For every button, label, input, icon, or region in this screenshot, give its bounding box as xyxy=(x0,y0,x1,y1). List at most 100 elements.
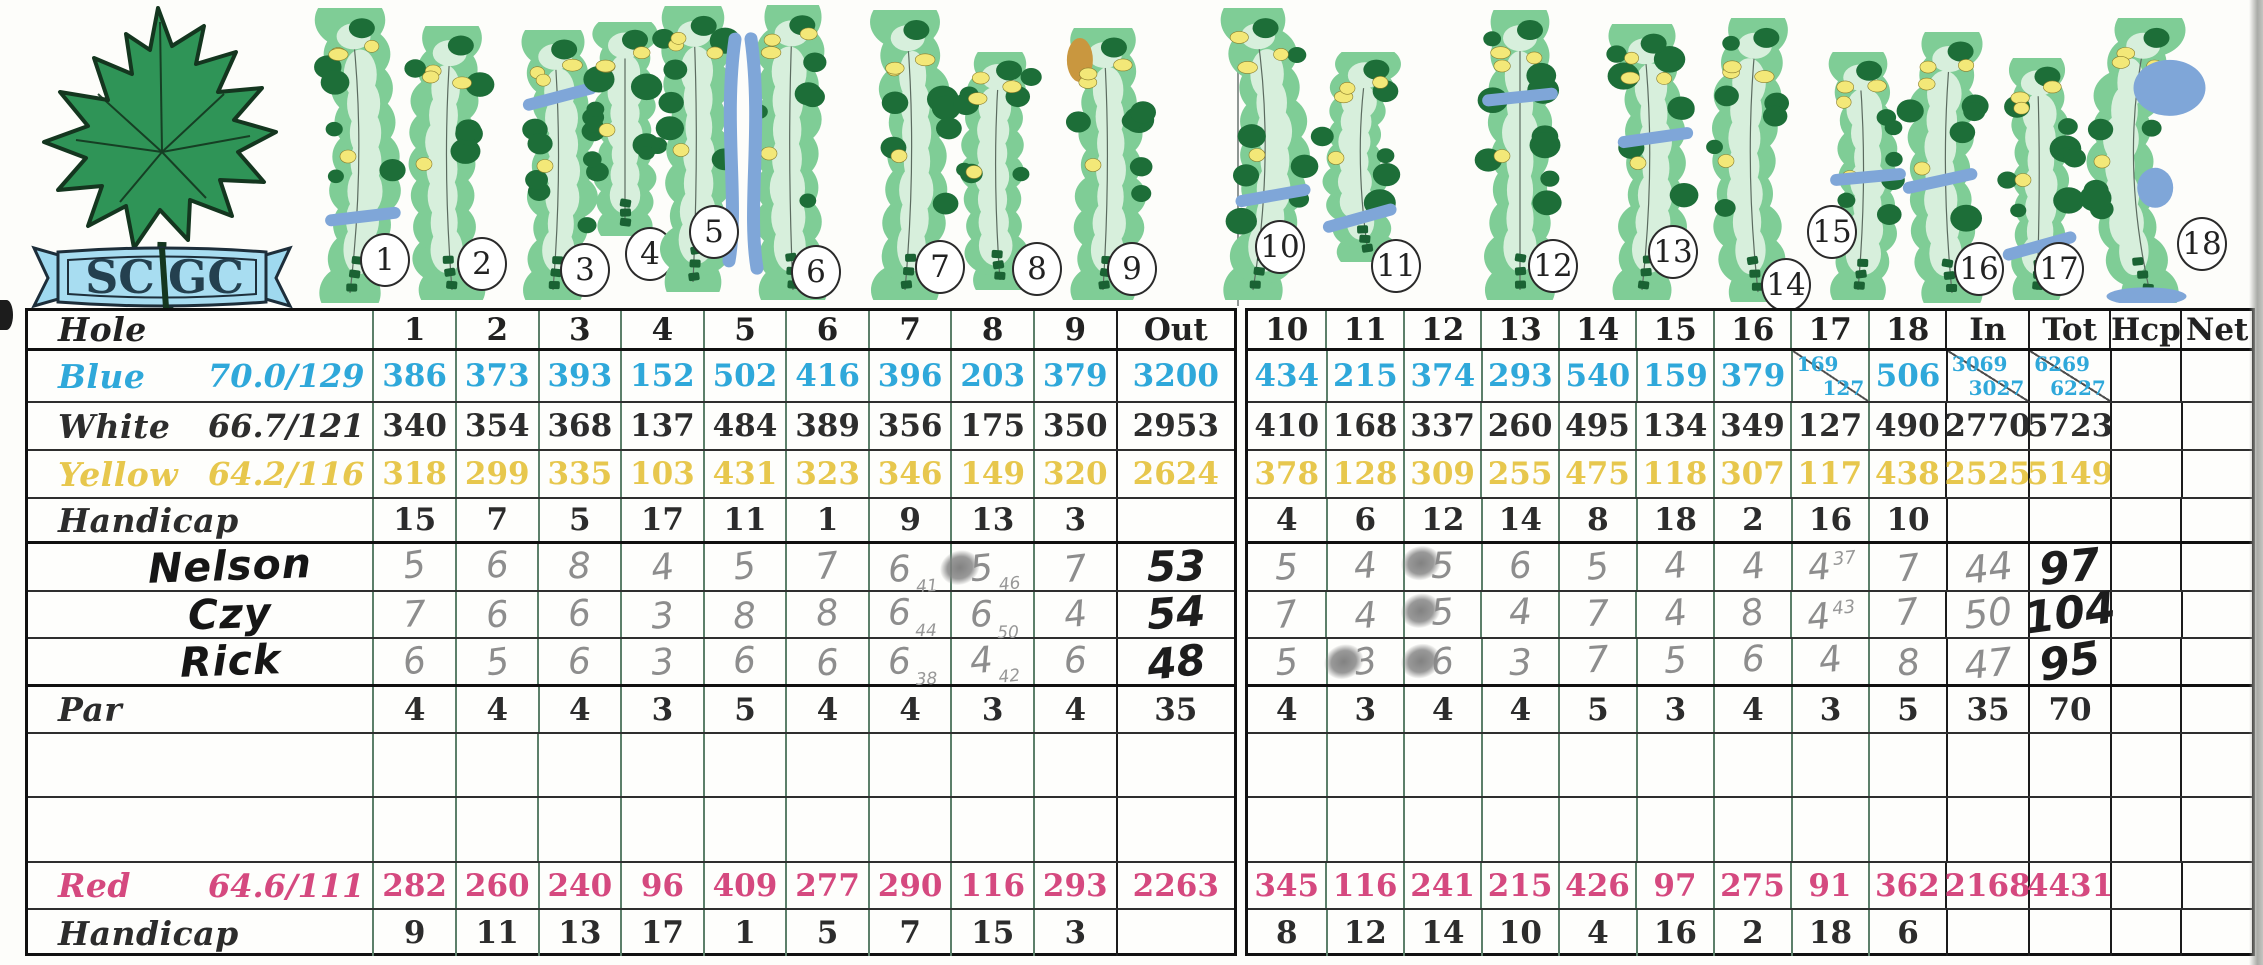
blank-row-2-col-hcp xyxy=(2109,798,2181,861)
column-header: 14 xyxy=(1576,311,1620,348)
player-row-czy-col-3: 6 xyxy=(537,592,620,637)
player-row-czy-col-18: 7 xyxy=(1867,591,1946,637)
blank-row-1-col-5 xyxy=(702,734,786,796)
handicap-top-row-col-3: 5 xyxy=(537,499,621,541)
tee-row-white-col-10: 410 xyxy=(1248,403,1325,449)
column-header: 4 xyxy=(651,311,674,348)
tee-row-blue-col-9: 379 xyxy=(1033,351,1116,401)
player-row-rick-col-7: 6 38 xyxy=(867,639,951,690)
player-row-czy-col-16: 8 xyxy=(1712,591,1791,637)
header-row-col-16: 16 xyxy=(1712,311,1791,348)
tee-row-white-col-18: 490 xyxy=(1867,403,1945,449)
handwritten-score: 6 xyxy=(483,593,511,637)
hole-number-badge: 1 xyxy=(360,233,410,287)
tee-row-blue-col-11: 215 xyxy=(1325,351,1404,401)
handicap-bottom-row-col-4: 17 xyxy=(620,910,703,956)
printed-value: 1 xyxy=(734,915,756,951)
par-label: Par xyxy=(28,687,372,732)
tee-row-blue-col-tot: 6269 6227 xyxy=(2028,351,2110,401)
player-row-nelson-col-10: 5 xyxy=(1248,544,1326,590)
printed-value: 159 xyxy=(1643,358,1708,394)
player-row-rick-col-1: 6 xyxy=(372,639,455,684)
par-row-col-2: 4 xyxy=(454,687,538,732)
player-row-czy-col-14: 7 xyxy=(1557,592,1636,637)
player-row-rick-col-13: 3 xyxy=(1480,639,1559,684)
handicap-top-row-col-15: 18 xyxy=(1635,499,1714,541)
printed-value: 4 xyxy=(1509,691,1532,728)
player-row-rick-col-net xyxy=(2180,639,2252,684)
running-total-note: 43 xyxy=(1831,596,1857,620)
hole-number-badge: 16 xyxy=(1954,242,2004,296)
handwritten-score: 437 xyxy=(1805,545,1857,589)
handwritten-score: 8 xyxy=(813,591,841,636)
header-row-col-tot: Tot xyxy=(2027,311,2109,348)
blank-row-2-col-net xyxy=(2180,798,2252,861)
tee-label-white: White 66.7/121 xyxy=(28,403,372,449)
printed-value: 290 xyxy=(877,867,943,904)
par-row-front: Par 4 4 4 3 5 4 4 3 4 35 xyxy=(28,687,1234,734)
handicap-bottom-row-col-10: 8 xyxy=(1248,910,1326,956)
printed-value: 438 xyxy=(1874,456,1940,492)
par-row-col-hcp xyxy=(2109,687,2181,732)
printed-value: 97 xyxy=(1653,867,1697,904)
tee-row-red-front: Red 64.6/111 282 260 240 96 409 277 290 116 293 226… xyxy=(28,863,1234,910)
printed-value: 12 xyxy=(1421,502,1465,538)
player-row-rick-front: Rick 6 5 6 3 6 6 6 38 4 42 6 48 xyxy=(28,635,1234,690)
handicap-top-label: Handicap xyxy=(28,499,372,541)
tee-row-yellow-back: 378 128 309 255 475 118 307 117 438 2525 5149 xyxy=(1248,451,2252,499)
player-row-rick-col-11: 3 xyxy=(1325,639,1404,684)
hole-number-badge: 2 xyxy=(457,237,507,291)
handwritten-score: 6 50 xyxy=(970,594,1020,644)
column-header: 3 xyxy=(569,311,591,348)
player-row-rick-col-3: 6 xyxy=(537,639,620,684)
player-row-czy-col-out: 54 xyxy=(1115,586,1234,639)
handwritten-score: 5 46 xyxy=(968,544,1022,595)
blank-row-2-col-6 xyxy=(785,798,868,861)
par-row-back: 4 3 4 4 5 3 4 3 5 35 70 xyxy=(1248,687,2252,734)
printed-value: 15 xyxy=(393,502,437,538)
printed-value: 490 xyxy=(1874,408,1940,444)
printed-value: 128 xyxy=(1332,456,1398,492)
hole-18-map xyxy=(2079,18,2206,303)
blank-row-2-col-5 xyxy=(702,798,786,861)
tee-row-yellow-col-14: 475 xyxy=(1557,451,1635,497)
handwritten-score: 53 xyxy=(1146,540,1206,591)
handwritten-score: 6 xyxy=(732,639,758,683)
handwritten-score: 6 xyxy=(566,592,594,636)
printed-value: 320 xyxy=(1042,456,1108,492)
handwritten-score: 6 xyxy=(1507,544,1534,588)
blank-row-1-col-tot xyxy=(2028,734,2110,796)
hole-2-map xyxy=(404,26,495,300)
printed-value: 70 xyxy=(2048,691,2092,728)
player-row-czy-col-13: 4 xyxy=(1480,591,1558,637)
tee-rating: 70.0/129 xyxy=(208,357,365,395)
player-name: Czy xyxy=(187,588,273,639)
tee-row-red-col-4: 96 xyxy=(620,863,703,908)
player-row-nelson-col-6: 7 xyxy=(785,544,868,590)
tee-row-blue-col-4: 152 xyxy=(620,351,703,401)
column-header: 8 xyxy=(981,311,1004,348)
player-row-nelson-col-9: 7 xyxy=(1033,544,1116,591)
handicap-bottom-label: Handicap xyxy=(28,910,372,956)
hole-6-map xyxy=(744,5,828,300)
split-top-value: 169 xyxy=(1796,352,1839,376)
printed-value: 362 xyxy=(1874,867,1940,904)
card-edge-shadow xyxy=(2249,0,2263,965)
player-row-rick-col-15: 5 xyxy=(1635,639,1714,684)
hole-11-map xyxy=(1310,52,1401,262)
player-row-rick-back: 5 3 6 3 7 5 6 4 8 47 95 xyxy=(1248,632,2252,692)
printed-value: 8 xyxy=(1587,502,1609,538)
header-row-col-hcp: Hcp xyxy=(2109,311,2181,348)
printed-value: 540 xyxy=(1565,358,1631,394)
player-row-rick-col-10: 5 xyxy=(1248,639,1326,684)
handicap-bottom-row-col-11: 12 xyxy=(1325,910,1404,956)
tee-row-red-col-hcp xyxy=(2110,863,2181,908)
player-row-czy-col-12: 5 xyxy=(1402,591,1481,637)
printed-value: 389 xyxy=(795,408,860,444)
blank-row-1-col-net xyxy=(2180,734,2252,796)
handwritten-score: 443 xyxy=(1805,595,1857,639)
printed-value: 16 xyxy=(1808,502,1853,538)
player-row-rick-col-17: 4 xyxy=(1790,638,1869,684)
tee-row-red-col-5: 409 xyxy=(702,863,786,908)
